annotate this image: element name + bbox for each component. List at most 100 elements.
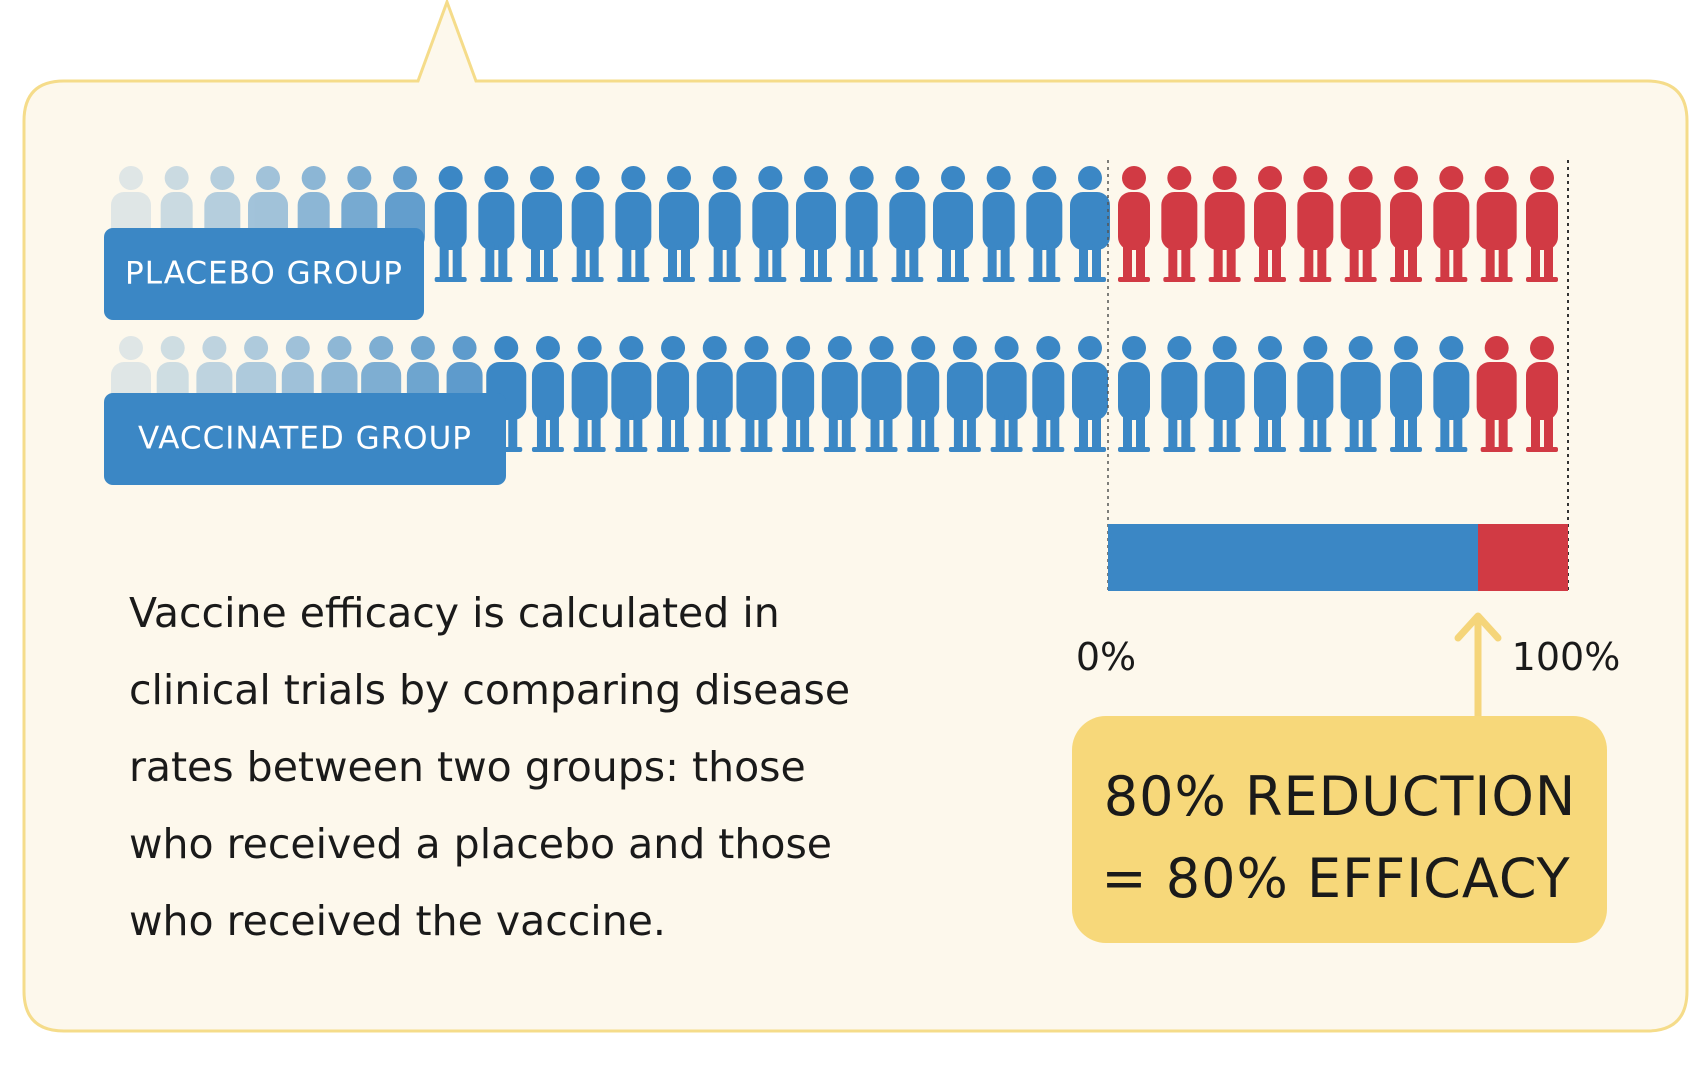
person-head — [1439, 336, 1464, 360]
person-leg — [909, 242, 919, 282]
person-leg — [576, 242, 586, 282]
person-leg — [987, 242, 997, 282]
person-head — [758, 166, 783, 190]
person-foot — [1208, 277, 1241, 282]
person-leg — [1362, 412, 1372, 452]
person-body — [1390, 192, 1422, 250]
person-icon — [986, 336, 1027, 452]
person-foot — [1390, 447, 1422, 452]
person-icon — [1161, 166, 1198, 282]
person-leg — [622, 242, 632, 282]
person-icon — [1254, 336, 1286, 452]
person-foot — [571, 277, 604, 282]
person-leg — [620, 412, 630, 452]
person-leg — [675, 412, 685, 452]
person-leg — [1181, 412, 1191, 452]
person-head — [1394, 166, 1418, 190]
person-leg — [883, 412, 893, 452]
person-body — [736, 362, 777, 420]
person-leg — [485, 242, 495, 282]
person-head — [667, 166, 691, 190]
result-line: 80% REDUCTION — [1104, 765, 1576, 828]
person-head — [895, 166, 920, 190]
person-leg — [1408, 242, 1417, 282]
person-icon — [946, 336, 983, 452]
person-head — [494, 336, 519, 360]
person-icon — [1161, 336, 1198, 452]
person-foot — [1118, 447, 1150, 452]
person-icon — [696, 336, 733, 452]
person-icon — [1526, 336, 1558, 452]
person-foot — [1435, 277, 1468, 282]
person-head — [210, 166, 235, 190]
person-leg — [1259, 412, 1268, 452]
person-leg — [787, 412, 797, 452]
person-icon — [1297, 336, 1334, 452]
person-head — [1036, 336, 1061, 360]
person-body — [1476, 362, 1517, 420]
person-head — [911, 336, 936, 360]
person-leg — [800, 412, 810, 452]
person-icon — [1118, 166, 1150, 282]
person-leg — [1485, 242, 1495, 282]
person-foot — [1526, 447, 1558, 452]
person-leg — [633, 412, 643, 452]
person-body — [907, 362, 940, 420]
person-body — [1340, 192, 1381, 250]
person-leg — [1362, 242, 1372, 282]
person-icon — [708, 166, 741, 282]
person-head — [1530, 336, 1554, 360]
person-icon — [982, 166, 1015, 282]
person-leg — [1136, 242, 1145, 282]
body-line: Vaccine efficacy is calculated in — [129, 589, 780, 637]
person-head — [1484, 336, 1509, 360]
person-body — [982, 192, 1015, 250]
person-icon — [889, 166, 926, 282]
person-head — [369, 336, 394, 360]
person-head — [301, 166, 326, 190]
person-head — [1484, 166, 1509, 190]
person-head — [1348, 336, 1373, 360]
person-head — [952, 336, 977, 360]
person-head — [744, 336, 769, 360]
person-foot — [708, 277, 741, 282]
person-head — [244, 336, 269, 360]
person-head — [1530, 166, 1554, 190]
person-leg — [668, 242, 677, 282]
person-body — [1526, 192, 1558, 250]
person-leg — [828, 412, 838, 452]
person-icon — [1433, 166, 1470, 282]
person-head — [256, 166, 280, 190]
person-leg — [1349, 242, 1359, 282]
person-head — [530, 166, 554, 190]
person-leg — [818, 242, 827, 282]
person-body — [933, 192, 973, 250]
person-icon — [571, 336, 608, 452]
person-leg — [995, 412, 1005, 452]
person-foot — [615, 447, 648, 452]
person-body — [1070, 192, 1110, 250]
person-leg — [863, 242, 873, 282]
person-head — [1032, 166, 1057, 190]
person-leg — [896, 242, 906, 282]
person-leg — [912, 412, 922, 452]
person-body — [1433, 362, 1470, 420]
person-body — [531, 362, 564, 420]
person-foot — [1526, 277, 1558, 282]
person-body — [946, 362, 983, 420]
person-leg — [942, 242, 951, 282]
person-foot — [1344, 447, 1377, 452]
person-body — [615, 192, 652, 250]
person-leg — [1485, 412, 1495, 452]
person-leg — [1168, 242, 1178, 282]
person-head — [1212, 166, 1237, 190]
person-foot — [891, 277, 924, 282]
person-foot — [1074, 277, 1106, 282]
person-head — [160, 336, 185, 360]
person-head — [786, 336, 811, 360]
person-head — [1212, 336, 1237, 360]
person-icon — [845, 166, 878, 282]
person-icon — [1204, 336, 1245, 452]
person-icon — [1254, 166, 1286, 282]
